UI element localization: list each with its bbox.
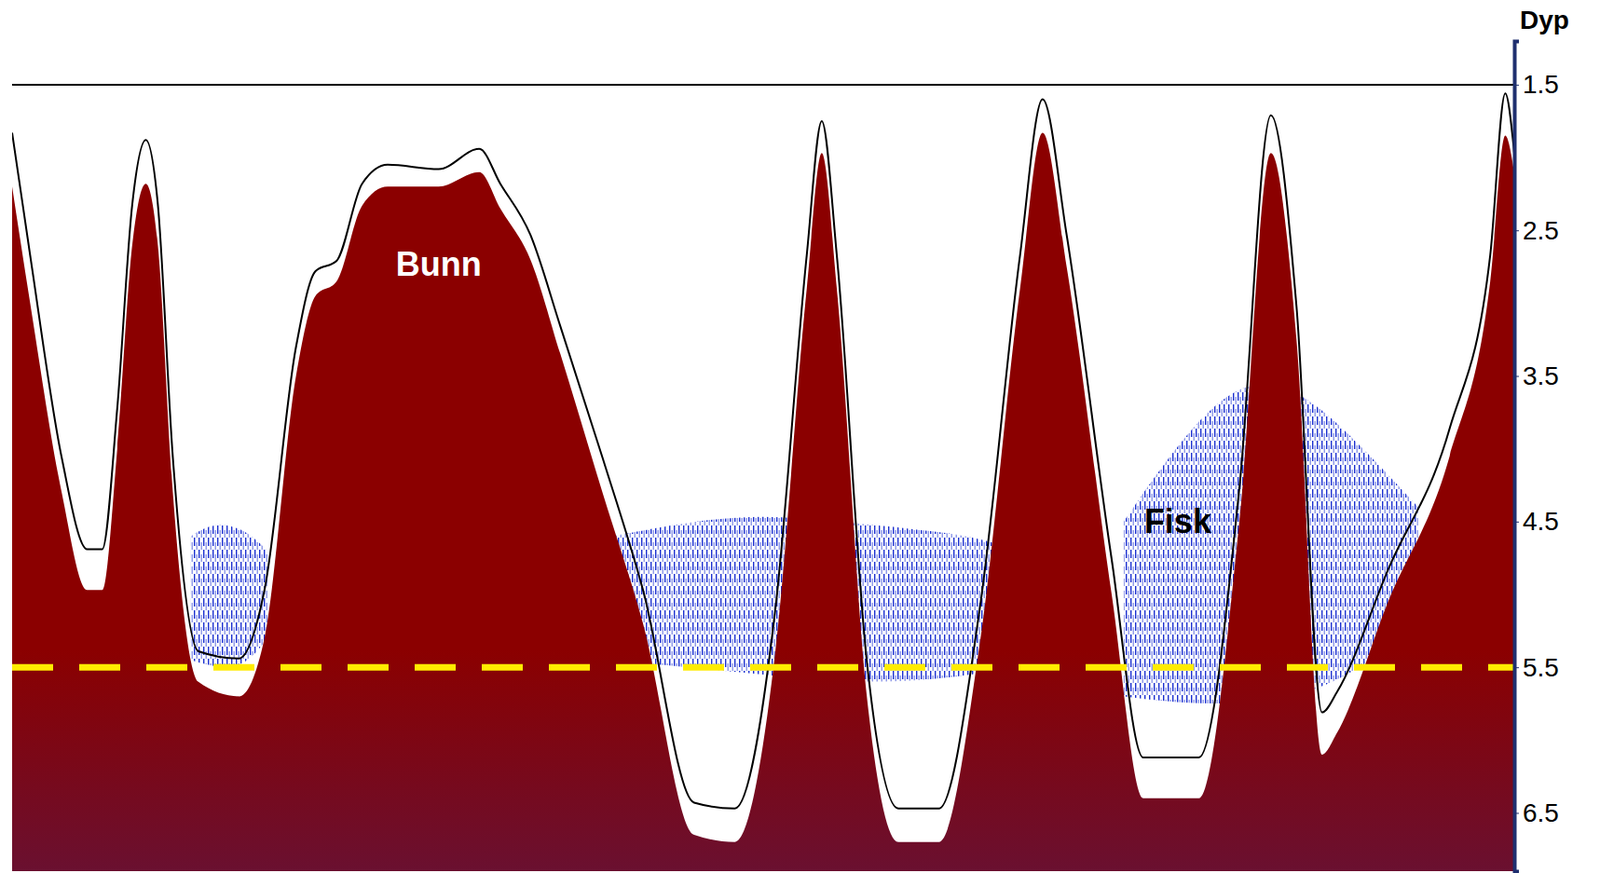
plot-background — [12, 41, 1515, 872]
echogram: 1.5 2.5 3.5 4.5 5.5 6.5 Bunn Fisk Dyp — [0, 0, 1600, 873]
tick-mark — [1514, 230, 1519, 232]
tick-label: 4.5 — [1522, 506, 1559, 536]
fish-layer — [191, 524, 268, 667]
tick: 4.5 — [1514, 506, 1559, 536]
tick-label: 1.5 — [1522, 69, 1559, 99]
tick-label: 3.5 — [1522, 361, 1559, 391]
tick: 6.5 — [1514, 798, 1559, 828]
tick: 3.5 — [1514, 361, 1559, 391]
tick-label: 2.5 — [1522, 216, 1559, 246]
y-axis: 1.5 2.5 3.5 4.5 5.5 6.5 — [1514, 41, 1559, 873]
tick-label: 5.5 — [1522, 653, 1559, 683]
tick-mark — [1514, 521, 1519, 523]
annotation: Bunn — [396, 245, 482, 284]
annotation: Fisk — [1144, 502, 1213, 541]
reference-line — [12, 664, 1515, 671]
tick-mark — [1514, 376, 1519, 378]
tick-mark — [1514, 84, 1519, 86]
axis-line — [1515, 41, 1520, 873]
tick: 1.5 — [1514, 69, 1559, 99]
marks — [12, 84, 1515, 872]
axis-title: Dyp — [1519, 5, 1570, 35]
seabed-echo — [12, 132, 1515, 872]
tick: 2.5 — [1514, 216, 1559, 246]
reference-line — [12, 83, 1515, 86]
tick-mark — [1514, 667, 1519, 669]
plot: 1.5 2.5 3.5 4.5 5.5 6.5 Bunn Fisk — [12, 41, 1559, 873]
tick-mark — [1514, 812, 1519, 814]
bottom-line — [12, 93, 1515, 809]
tick: 5.5 — [1514, 653, 1559, 683]
tick-label: 6.5 — [1522, 798, 1559, 828]
